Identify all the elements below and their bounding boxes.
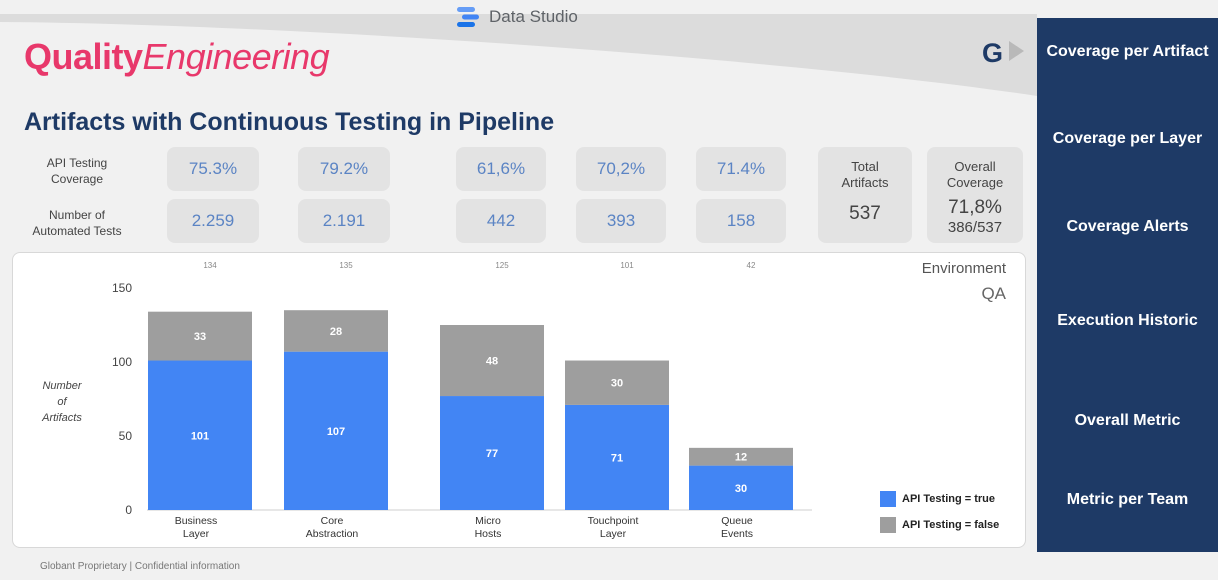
tests-card[interactable]: 2.259 [167, 199, 259, 243]
bar-data-label: 28 [330, 326, 342, 338]
x-tick-label: Events [721, 528, 753, 540]
brand-bold-text: Quality [24, 36, 143, 77]
environment-filter-value[interactable]: QA [981, 284, 1006, 303]
bar-data-label: 101 [191, 430, 209, 442]
coverage-card[interactable]: 61,6% [456, 147, 546, 191]
x-tick-label: Touchpoint [588, 515, 639, 527]
coverage-card[interactable]: 70,2% [576, 147, 666, 191]
bar-segment-api-true [689, 465, 793, 510]
bar-total-label: 135 [339, 261, 353, 270]
legend-label: API Testing = true [902, 493, 996, 505]
x-tick-label: Micro [475, 515, 501, 527]
x-tick-label: Abstraction [306, 528, 359, 540]
bar-segment-api-true [284, 351, 388, 510]
y-tick-label: 150 [112, 281, 132, 295]
y-axis-label: Number [42, 380, 82, 392]
data-studio-icon [457, 7, 479, 27]
total-artifacts-card[interactable]: Total Artifacts 537 [818, 147, 912, 243]
bar-total-label: 101 [620, 261, 634, 270]
legend-label: API Testing = false [902, 519, 1000, 531]
x-tick-label: Layer [183, 528, 210, 540]
bar-total-label: 42 [747, 261, 756, 270]
environment-filter-label: Environment [921, 260, 1006, 277]
tests-card[interactable]: 393 [576, 199, 666, 243]
bar-data-label: 77 [486, 448, 498, 460]
bar-segment-api-true [148, 360, 252, 510]
total-artifacts-value: 537 [849, 203, 881, 224]
tests-card[interactable]: 442 [456, 199, 546, 243]
coverage-card[interactable]: 79.2% [298, 147, 390, 191]
overall-coverage-ratio: 386/537 [947, 219, 1003, 236]
company-logo-letter: G [982, 38, 1003, 66]
coverage-card[interactable]: 71.4% [696, 147, 786, 191]
bar-data-label: 30 [735, 483, 747, 495]
tests-row-label: Number of Automated Tests [32, 208, 122, 238]
bar-total-label: 125 [495, 261, 509, 270]
bar-segment-api-false [565, 360, 669, 405]
bar-segment-api-false [148, 311, 252, 361]
bar-segment-api-false [440, 325, 544, 397]
sidebar-nav: Coverage per Artifact Coverage per Layer… [1037, 18, 1218, 552]
bar-data-label: 107 [327, 426, 345, 438]
y-axis-label: of [57, 396, 67, 408]
nav-coverage-alerts[interactable]: Coverage Alerts [1066, 218, 1189, 235]
overall-coverage-label: Overall Coverage [946, 159, 1004, 190]
bar-data-label: 48 [486, 356, 498, 368]
coverage-card[interactable]: 75.3% [167, 147, 259, 191]
tests-card[interactable]: 2.191 [298, 199, 390, 243]
app-name: Data Studio [489, 7, 578, 26]
overall-coverage-card[interactable]: Overall Coverage 71,8% 386/537 [927, 147, 1023, 243]
bar-segment-api-false [284, 310, 388, 352]
bar-segment-api-false [689, 447, 793, 466]
overall-coverage-value: 71,8% [948, 197, 1002, 218]
nav-coverage-per-artifact[interactable]: Coverage per Artifact [1046, 43, 1209, 60]
x-tick-label: Layer [600, 528, 627, 540]
page-subtitle: Artifacts with Continuous Testing in Pip… [24, 108, 555, 136]
app-header: Data Studio [455, 4, 578, 30]
nav-execution-historic[interactable]: Execution Historic [1057, 312, 1198, 329]
bar-data-label: 71 [611, 452, 623, 464]
x-tick-label: Core [321, 515, 344, 527]
y-tick-label: 50 [119, 429, 133, 443]
brand-light-text: Engineering [142, 36, 330, 77]
stacked-bar-chart: 0 50 100 150 Number of Artifacts 101 33 134 Busine… [41, 261, 812, 540]
coverage-row-label: API Testing Coverage [46, 156, 108, 186]
bar-data-label: 33 [194, 331, 206, 343]
x-tick-label: Queue [721, 515, 753, 527]
bar-data-label: 30 [611, 378, 623, 390]
company-logo-icon: G [982, 38, 1024, 66]
bar-segment-api-true [565, 404, 669, 510]
legend-swatch-icon [880, 491, 896, 507]
bar-total-label: 134 [203, 261, 217, 270]
nav-metric-per-team[interactable]: Metric per Team [1066, 491, 1189, 508]
report-brand-title: QualityEngineering [24, 36, 330, 78]
nav-overall-metric[interactable]: Overall Metric [1074, 412, 1181, 429]
y-tick-label: 0 [125, 503, 132, 517]
bar-data-label: 12 [735, 452, 747, 464]
x-tick-label: Hosts [475, 528, 502, 540]
legend-item-api-false[interactable]: API Testing = false [880, 517, 999, 533]
y-tick-label: 100 [112, 355, 132, 369]
nav-coverage-per-layer[interactable]: Coverage per Layer [1052, 130, 1203, 147]
total-artifacts-label: Total Artifacts [841, 159, 889, 190]
legend-swatch-icon [880, 517, 896, 533]
x-tick-label: Business [175, 515, 218, 527]
legend-item-api-true[interactable]: API Testing = true [880, 491, 995, 507]
tests-card[interactable]: 158 [696, 199, 786, 243]
y-axis-label: Artifacts [41, 412, 82, 424]
footer-text: Globant Proprietary | Confidential infor… [40, 561, 240, 572]
bar-segment-api-true [440, 396, 544, 510]
